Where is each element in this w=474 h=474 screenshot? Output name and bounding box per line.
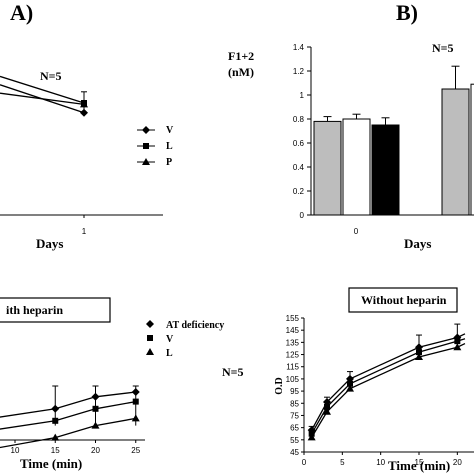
legend-marker-at	[146, 320, 154, 328]
panel-4-series-group	[307, 323, 466, 441]
panel-1-legend: V L P	[137, 125, 174, 168]
panel-1-line-chart: N=5 1 Days V L P	[0, 69, 174, 251]
panel-2-bar-s1-g1	[313, 120, 342, 216]
panel-3-legend: AT deficiency V L	[146, 320, 224, 359]
panel-4-y-tick-label: 45	[290, 448, 299, 457]
panel-4-y-tick-label: 125	[286, 351, 300, 360]
panel-4-y-axis-title: O.D	[274, 377, 285, 395]
panel-4-axes: 45 55 65 75 85 95 105 115 125 135 145 155 0 5 10 15 20	[286, 314, 474, 467]
panel-2-bar-s3-g1	[371, 124, 400, 216]
panel-2-y-title-line1: F1+2	[228, 49, 254, 63]
panel-4-x-tick-label: 0	[302, 458, 307, 467]
panel-label-a: A)	[10, 0, 33, 25]
panel-4-title-box	[348, 287, 458, 313]
panel-1-x-tick-label: 1	[82, 227, 87, 236]
panel-2-x-tick-label: 0	[354, 227, 359, 236]
legend-label-l: L	[166, 141, 173, 152]
panel-4-y-tick-label: 75	[290, 411, 299, 420]
panel-4-x-tick-label: 20	[453, 458, 462, 467]
panel-2-y-tick-label: 0.8	[293, 115, 305, 124]
panel-2-annotation: N=5	[432, 41, 454, 55]
panel-2-y-tick-label: 0.2	[293, 187, 305, 196]
panel-2-x-axis-title: Days	[404, 236, 431, 251]
legend-label-l2: L	[166, 348, 173, 359]
panel-3-series-group	[0, 385, 140, 449]
panel-4-x-tick-label: 10	[376, 458, 385, 467]
panel-2-bar-s2-g1	[342, 118, 371, 216]
panel-3-line-chart: ith heparin 10 15 20 25 Time (min) N=5 AT d…	[0, 297, 244, 471]
panel-3-x-tick-label: 15	[51, 446, 60, 455]
panel-4-x-tick-label: 15	[415, 458, 424, 467]
legend-label-v: V	[166, 125, 174, 136]
panel-3-x-tick-label: 20	[91, 446, 100, 455]
legend-marker-v2	[147, 335, 153, 341]
panel-3-x-axis-title: Time (min)	[20, 456, 82, 471]
legend-label-p: P	[166, 157, 172, 168]
panel-4-series-line-1	[311, 333, 466, 431]
panel-4-title: Without heparin	[361, 293, 447, 307]
panel-2-y-tick-label: 0	[300, 211, 305, 220]
panel-4-y-tick-label: 105	[286, 375, 300, 384]
panel-4-y-tick-label: 135	[286, 338, 300, 347]
legend-label-at: AT deficiency	[166, 320, 224, 331]
panel-1-series-group	[0, 75, 88, 117]
panel-4-x-axis-title: Time (min)	[388, 458, 450, 473]
panel-4-y-tick-label: 115	[286, 363, 299, 372]
panel-3-title: ith heparin	[6, 303, 63, 317]
panel-1-series-line-l	[0, 75, 85, 104]
panel-2-y-tick-label: 0.6	[293, 139, 305, 148]
panel-3-x-tick-label: 10	[11, 446, 20, 455]
panel-4-y-tick-label: 155	[286, 314, 300, 323]
panel-3-title-box	[0, 297, 111, 323]
panel-2-y-tick-label: 1	[300, 91, 305, 100]
panel-4-line-chart: Without heparin O.D 45556575859510511512…	[274, 287, 474, 473]
panel-2-bars	[313, 65, 474, 216]
panel-2-bar-s1-g2	[441, 88, 470, 216]
panel-2-y-tick-label: 1.2	[293, 67, 305, 76]
panel-4-y-tick-label: 55	[290, 436, 299, 445]
panel-4-series-line-2	[311, 338, 466, 435]
panel-1-point-v	[80, 108, 88, 117]
panel-2-bar-chart: F1+2 (nM) N=5 0 0.2 0.4 0.6 0.8 1 1.2 1.4 0 Day…	[228, 41, 474, 251]
panel-4-y-tick-label: 65	[290, 424, 299, 433]
panel-3-point-s3-1	[51, 433, 60, 441]
panel-2-y-tick-label: 1.4	[293, 43, 305, 52]
panel-2-y-tick-label: 0.4	[293, 163, 305, 172]
panel-3-annotation: N=5	[222, 365, 244, 379]
panel-4-y-tick-label: 145	[286, 326, 300, 335]
panel-3-series-line-2	[0, 400, 136, 430]
panel-label-b: B)	[396, 0, 418, 25]
legend-marker-l2	[146, 348, 154, 355]
panel-2-y-title-line2: (nM)	[228, 65, 254, 79]
legend-label-v2: V	[166, 334, 174, 345]
panel-3-axes: 10 15 20 25	[0, 439, 145, 455]
panel-3-x-tick-label: 25	[131, 446, 140, 455]
panel-2-bar-s2-g2	[470, 83, 474, 216]
panel-4-y-tick-label: 95	[290, 387, 299, 396]
panel-4-x-tick-label: 5	[340, 458, 345, 467]
panel-4-series-line-3	[311, 342, 466, 438]
panel-3-series-line-3	[0, 417, 136, 449]
panel-1-annotation: N=5	[40, 69, 62, 83]
panel-4-y-tick-label: 85	[290, 399, 299, 408]
panel-3-series-line-1	[0, 391, 136, 418]
panel-1-series-line-p	[0, 92, 85, 106]
panel-1-x-axis-title: Days	[36, 236, 63, 251]
